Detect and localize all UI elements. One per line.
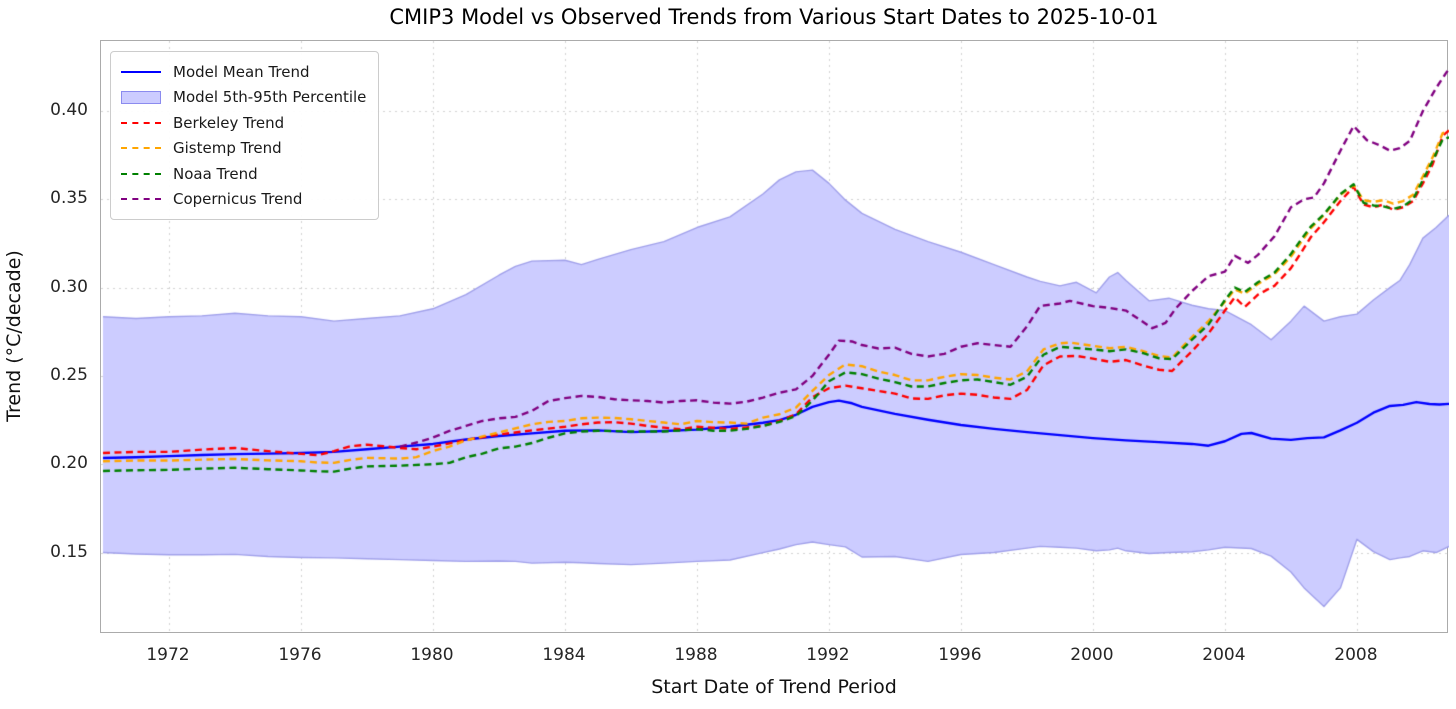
legend: Model Mean Trend Model 5th-95th Percentil… <box>110 51 380 220</box>
x-tick-label: 1996 <box>938 645 982 665</box>
y-tick-label: 0.40 <box>50 99 88 120</box>
legend-swatch-dashed <box>121 198 161 201</box>
x-tick-label: 2000 <box>1070 645 1114 665</box>
legend-item-label: Berkeley Trend <box>173 113 285 132</box>
x-tick-label: 2004 <box>1202 645 1246 665</box>
chart-title: CMIP3 Model vs Observed Trends from Vari… <box>389 5 1159 29</box>
legend-item-label: Model Mean Trend <box>173 62 310 81</box>
legend-item: Noaa Trend <box>121 161 366 187</box>
x-tick-label: 2008 <box>1334 645 1378 665</box>
legend-swatch-patch <box>121 90 161 104</box>
y-tick-label: 0.20 <box>50 453 88 474</box>
y-tick-label: 0.15 <box>50 541 88 562</box>
x-tick-label: 1976 <box>278 645 322 665</box>
x-axis-label: Start Date of Trend Period <box>651 676 897 698</box>
y-tick-label: 0.30 <box>50 276 88 297</box>
x-tick-label: 1980 <box>410 645 454 665</box>
y-tick-label: 0.35 <box>50 188 88 209</box>
legend-item-label: Noaa Trend <box>173 164 258 183</box>
x-tick-label: 1988 <box>674 645 718 665</box>
legend-item: Berkeley Trend <box>121 110 366 136</box>
legend-item: Gistemp Trend <box>121 136 366 162</box>
x-tick-label: 1972 <box>146 645 190 665</box>
legend-item-label: Gistemp Trend <box>173 139 282 158</box>
legend-swatch-dashed <box>121 121 161 124</box>
legend-swatch-dashed <box>121 172 161 175</box>
legend-item: Model Mean Trend <box>121 59 366 85</box>
y-tick-label: 0.25 <box>50 364 88 385</box>
legend-item: Model 5th-95th Percentile <box>121 85 366 111</box>
legend-item: Copernicus Trend <box>121 187 366 213</box>
legend-item-label: Copernicus Trend <box>173 190 303 209</box>
x-tick-label: 1992 <box>806 645 850 665</box>
legend-swatch-dashed <box>121 147 161 150</box>
x-tick-label: 1984 <box>542 645 586 665</box>
legend-swatch-line <box>121 70 161 73</box>
legend-item-label: Model 5th-95th Percentile <box>173 88 367 107</box>
